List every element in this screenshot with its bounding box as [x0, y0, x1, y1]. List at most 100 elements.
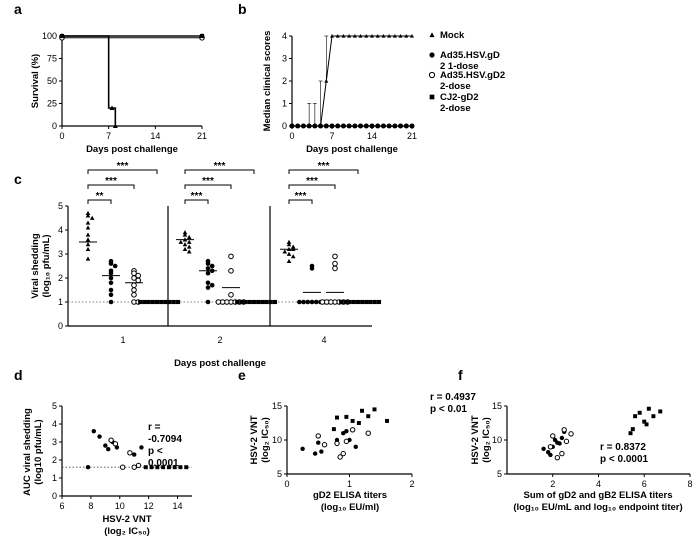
x-tick-label: 6	[59, 501, 64, 511]
y-axis-label-group: HSV-2 VNT (log₂ IC₅₀)	[470, 415, 492, 464]
y-tick-label: 5	[497, 469, 502, 479]
y-axis-label: Survival (%)	[30, 54, 41, 108]
data-point	[312, 451, 318, 456]
data-point	[358, 34, 363, 38]
y-tick-label: 3	[52, 437, 57, 447]
y-axis-label: (log₂ IC₅₀)	[260, 417, 271, 463]
data-point	[112, 123, 118, 128]
data-point	[178, 465, 183, 470]
data-point	[85, 232, 91, 237]
correlation-annotation: p < 0.0001	[600, 454, 649, 465]
data-point	[332, 253, 338, 260]
data-point	[175, 299, 181, 305]
y-tick-label: 4	[52, 419, 57, 429]
data-point	[139, 445, 144, 450]
data-point	[353, 124, 357, 128]
data-point	[295, 124, 300, 128]
y-axis-label-group: Survival (%)	[30, 54, 41, 108]
data-point	[563, 438, 570, 445]
data-point	[324, 124, 329, 128]
y-tick-label: 5	[52, 401, 57, 411]
y-axis-label: Viral shedding	[30, 233, 41, 298]
data-point	[131, 292, 137, 298]
x-axis-label: Days post challenge	[86, 144, 178, 155]
data-point	[324, 79, 329, 83]
data-point	[307, 124, 311, 128]
y-tick-label: 5	[277, 469, 282, 479]
data-point	[131, 282, 137, 289]
data-point	[239, 299, 244, 305]
data-point	[109, 105, 115, 110]
data-point	[347, 34, 352, 38]
x-tick-label: 6	[642, 479, 647, 489]
data-point	[286, 242, 292, 247]
data-point	[341, 34, 346, 38]
data-point	[106, 447, 111, 452]
data-point	[658, 409, 663, 414]
y-tick-label: 2	[282, 76, 287, 86]
data-point	[559, 435, 565, 441]
data-point	[131, 275, 137, 281]
data-point	[172, 465, 177, 470]
significance-label: ***	[117, 161, 129, 172]
data-point	[108, 299, 114, 305]
data-point	[301, 124, 306, 128]
x-tick-label: 2	[217, 335, 222, 345]
data-point	[199, 33, 205, 39]
y-tick-label: 0	[282, 121, 287, 131]
data-point	[205, 285, 211, 290]
data-point	[568, 431, 574, 437]
data-point	[85, 242, 91, 247]
y-tick-label: 25	[47, 99, 57, 109]
significance-bracket	[184, 169, 255, 174]
legend-label: Mock	[440, 30, 465, 41]
data-point	[331, 427, 336, 432]
legend-label: 2-dose	[440, 81, 471, 92]
y-tick-label: 1	[52, 473, 57, 483]
series-line	[62, 35, 117, 126]
x-axis-label: gD2 ELISA titers	[313, 490, 387, 501]
y-tick-label: 3	[282, 54, 287, 64]
y-tick-label: 0	[52, 491, 57, 501]
data-point	[127, 450, 133, 456]
data-point	[286, 258, 292, 264]
x-axis-label: Days post challenge	[306, 144, 398, 155]
data-point	[290, 244, 296, 249]
data-point	[264, 299, 269, 305]
legend-label: 2-dose	[440, 103, 471, 114]
significance-label: **	[96, 191, 104, 202]
y-tick-label: 4	[58, 225, 63, 235]
data-point	[376, 299, 382, 305]
data-point	[368, 299, 373, 305]
data-point	[646, 406, 651, 411]
data-point	[344, 414, 349, 419]
data-point	[353, 444, 358, 449]
data-point	[286, 239, 292, 244]
data-point	[108, 292, 114, 298]
data-point	[155, 465, 160, 470]
data-point	[297, 299, 302, 305]
data-point	[186, 244, 192, 249]
data-point	[209, 263, 215, 269]
data-point	[349, 427, 356, 433]
data-point	[108, 287, 114, 293]
data-point	[135, 462, 142, 469]
data-point	[131, 464, 137, 470]
data-point	[554, 454, 561, 461]
data-point	[410, 124, 414, 128]
y-axis-label: (log10 pfu/mL)	[33, 419, 44, 484]
correlation-annotation: p <	[148, 446, 163, 457]
data-point	[360, 408, 364, 413]
panel-label-a: a	[14, 1, 22, 17]
data-point	[186, 249, 192, 254]
data-point	[131, 287, 137, 293]
data-point	[112, 263, 118, 269]
data-point	[235, 299, 240, 305]
significance-label: ***	[214, 161, 226, 172]
x-tick-label: 14	[173, 501, 183, 511]
data-point	[108, 437, 114, 443]
data-point	[313, 124, 317, 128]
data-point	[372, 407, 377, 412]
x-tick-label: 1	[347, 479, 352, 489]
